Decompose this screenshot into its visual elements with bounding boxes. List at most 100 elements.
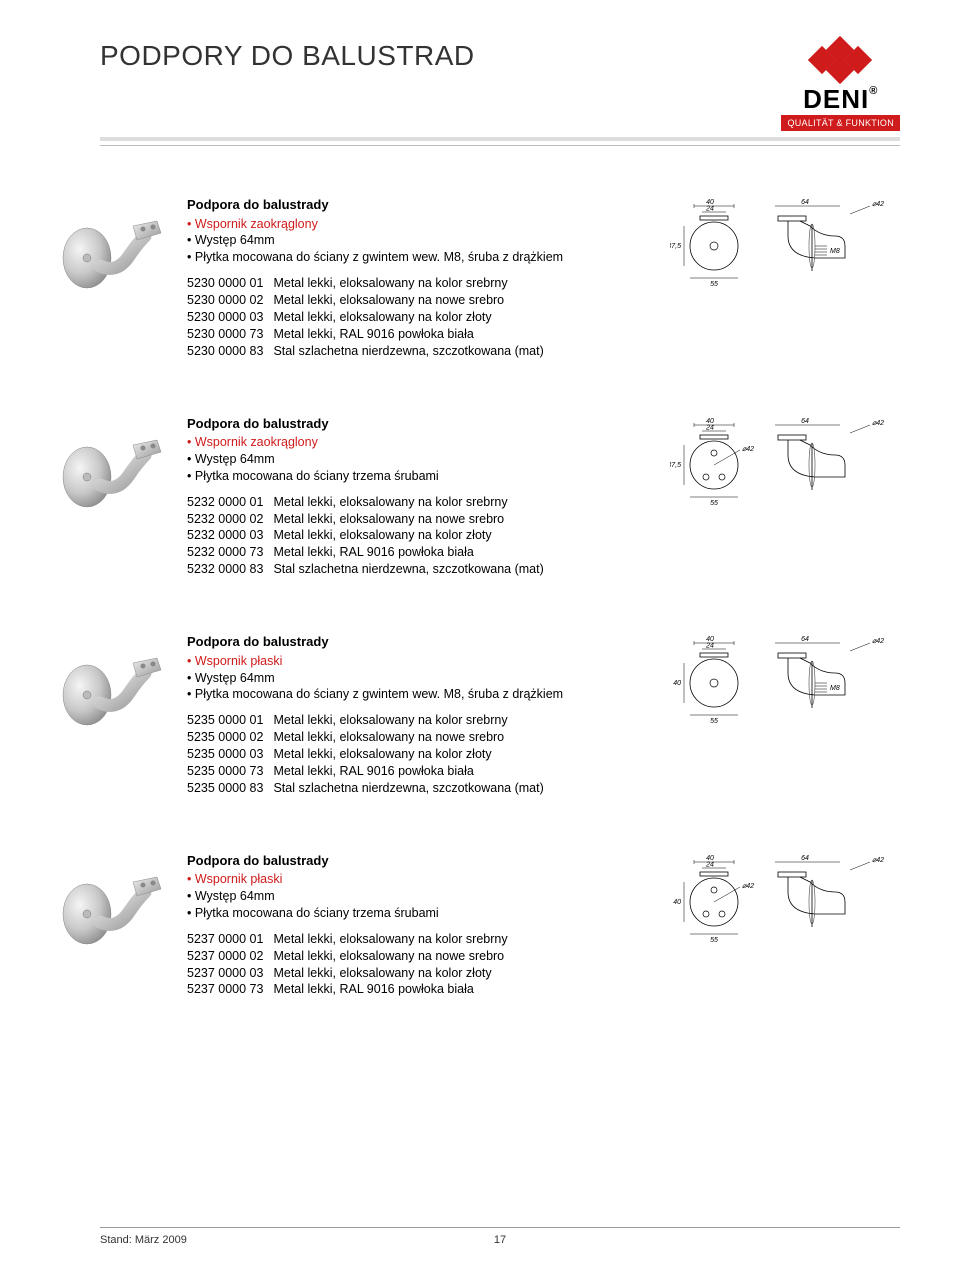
- svg-text:24: 24: [705, 861, 714, 868]
- technical-drawing: 40 24 ⌀42 37,5 55 64 ⌀42: [670, 415, 900, 520]
- page-footer: Stand: März 2009 17: [100, 1227, 900, 1246]
- sku-code: 5230 0000 02: [187, 292, 263, 309]
- svg-text:37,5: 37,5: [670, 243, 681, 250]
- bullet-list: Wspornik zaokrąglony Występ 64mm Płytka …: [187, 216, 658, 267]
- divider: [100, 145, 900, 146]
- sku-finish: Stal szlachetna nierdzewna, szczotkowana…: [273, 561, 543, 578]
- header: PODPORY DO BALUSTRAD DENI® QUALITÄT & FU…: [100, 40, 900, 131]
- sku-code: 5235 0000 03: [187, 746, 263, 763]
- product-description: Podpora do balustrady Wspornik płaski Wy…: [187, 852, 658, 999]
- sku-table: 5232 0000 015232 0000 025232 0000 035232…: [187, 494, 658, 578]
- sku-finish: Metal lekki, eloksalowany na nowe srebro: [273, 729, 543, 746]
- product-thumbnail: [55, 852, 175, 972]
- svg-text:40: 40: [673, 899, 681, 906]
- bracket-type: Wspornik płaski: [187, 653, 658, 670]
- sku-finish: Metal lekki, eloksalowany na kolor złoty: [273, 746, 543, 763]
- sku-finish: Metal lekki, RAL 9016 powłoka biała: [273, 544, 543, 561]
- svg-text:64: 64: [801, 199, 809, 206]
- sku-code: 5235 0000 83: [187, 780, 263, 797]
- mounting: Płytka mocowana do ściany z gwintem wew.…: [187, 686, 658, 703]
- bracket-type: Wspornik płaski: [187, 871, 658, 888]
- sku-finish: Metal lekki, eloksalowany na kolor złoty: [273, 309, 543, 326]
- bullet-list: Wspornik zaokrąglony Występ 64mm Płytka …: [187, 434, 658, 485]
- technical-drawing: 40 24 37,5 55 64 ⌀42 M8: [670, 196, 900, 301]
- product-block: Podpora do balustrady Wspornik zaokrąglo…: [100, 415, 900, 579]
- sku-finish: Metal lekki, eloksalowany na kolor srebr…: [273, 712, 543, 729]
- svg-text:⌀42: ⌀42: [742, 883, 754, 890]
- sku-finish: Metal lekki, RAL 9016 powłoka biała: [273, 326, 543, 343]
- svg-text:⌀42: ⌀42: [872, 420, 884, 427]
- bracket-type: Wspornik zaokrąglony: [187, 434, 658, 451]
- sku-code: 5235 0000 01: [187, 712, 263, 729]
- mounting: Płytka mocowana do ściany trzema śrubami: [187, 905, 658, 922]
- svg-text:⌀42: ⌀42: [872, 638, 884, 645]
- sku-finish: Metal lekki, eloksalowany na kolor srebr…: [273, 931, 507, 948]
- sku-code: 5232 0000 83: [187, 561, 263, 578]
- mounting: Płytka mocowana do ściany z gwintem wew.…: [187, 249, 658, 266]
- sku-code: 5230 0000 83: [187, 343, 263, 360]
- projection: Występ 64mm: [187, 670, 658, 687]
- sku-table: 5237 0000 015237 0000 025237 0000 035237…: [187, 931, 658, 999]
- product-block: Podpora do balustrady Wspornik płaski Wy…: [100, 633, 900, 797]
- sku-code: 5237 0000 01: [187, 931, 263, 948]
- product-description: Podpora do balustrady Wspornik płaski Wy…: [187, 633, 658, 797]
- sku-code: 5235 0000 73: [187, 763, 263, 780]
- product-title: Podpora do balustrady: [187, 633, 658, 651]
- product-block: Podpora do balustrady Wspornik płaski Wy…: [100, 852, 900, 999]
- svg-text:M8: M8: [830, 248, 840, 255]
- svg-text:24: 24: [705, 424, 714, 431]
- sku-table: 5235 0000 015235 0000 025235 0000 035235…: [187, 712, 658, 796]
- sku-code: 5235 0000 02: [187, 729, 263, 746]
- logo-diamond-icon: [810, 40, 872, 84]
- product-description: Podpora do balustrady Wspornik zaokrąglo…: [187, 196, 658, 360]
- svg-text:24: 24: [705, 206, 714, 213]
- logo: DENI® QUALITÄT & FUNKTION: [781, 40, 900, 131]
- technical-drawing: 40 24 40 55 64 ⌀42 M8: [670, 633, 900, 738]
- sku-code: 5230 0000 03: [187, 309, 263, 326]
- sku-finish: Metal lekki, eloksalowany na nowe srebro: [273, 292, 543, 309]
- sku-code: 5230 0000 73: [187, 326, 263, 343]
- sku-finish: Metal lekki, eloksalowany na kolor srebr…: [273, 494, 543, 511]
- sku-code: 5230 0000 01: [187, 275, 263, 292]
- sku-code: 5237 0000 03: [187, 965, 263, 982]
- product-title: Podpora do balustrady: [187, 196, 658, 214]
- svg-text:64: 64: [801, 418, 809, 425]
- sku-finish: Stal szlachetna nierdzewna, szczotkowana…: [273, 343, 543, 360]
- sku-code: 5232 0000 02: [187, 511, 263, 528]
- sku-finish: Metal lekki, eloksalowany na kolor złoty: [273, 527, 543, 544]
- sku-code: 5237 0000 73: [187, 981, 263, 998]
- divider: [100, 137, 900, 141]
- bullet-list: Wspornik płaski Występ 64mm Płytka mocow…: [187, 871, 658, 922]
- svg-text:55: 55: [710, 718, 718, 725]
- sku-table: 5230 0000 015230 0000 025230 0000 035230…: [187, 275, 658, 359]
- svg-text:55: 55: [710, 500, 718, 507]
- svg-text:55: 55: [710, 281, 718, 288]
- projection: Występ 64mm: [187, 451, 658, 468]
- sku-finish: Metal lekki, eloksalowany na nowe srebro: [273, 948, 507, 965]
- page-title: PODPORY DO BALUSTRAD: [100, 40, 475, 72]
- sku-finish: Metal lekki, RAL 9016 powłoka biała: [273, 763, 543, 780]
- svg-text:⌀42: ⌀42: [742, 446, 754, 453]
- product-block: Podpora do balustrady Wspornik zaokrąglo…: [100, 196, 900, 360]
- bullet-list: Wspornik płaski Występ 64mm Płytka mocow…: [187, 653, 658, 704]
- svg-text:37,5: 37,5: [670, 462, 681, 469]
- svg-text:⌀42: ⌀42: [872, 201, 884, 208]
- logo-tagline: QUALITÄT & FUNKTION: [781, 115, 900, 131]
- product-title: Podpora do balustrady: [187, 415, 658, 433]
- sku-finish: Metal lekki, eloksalowany na kolor srebr…: [273, 275, 543, 292]
- mounting: Płytka mocowana do ściany trzema śrubami: [187, 468, 658, 485]
- sku-code: 5232 0000 03: [187, 527, 263, 544]
- product-thumbnail: [55, 196, 175, 316]
- page-number: 17: [494, 1234, 506, 1246]
- product-description: Podpora do balustrady Wspornik zaokrąglo…: [187, 415, 658, 579]
- technical-drawing: 40 24 ⌀42 40 55 64 ⌀42: [670, 852, 900, 957]
- svg-text:24: 24: [705, 643, 714, 650]
- svg-text:64: 64: [801, 636, 809, 643]
- product-thumbnail: [55, 415, 175, 535]
- svg-text:64: 64: [801, 855, 809, 862]
- logo-text: DENI®: [781, 86, 900, 112]
- bracket-type: Wspornik zaokrąglony: [187, 216, 658, 233]
- footer-stand: Stand: März 2009: [100, 1234, 187, 1246]
- product-thumbnail: [55, 633, 175, 753]
- product-title: Podpora do balustrady: [187, 852, 658, 870]
